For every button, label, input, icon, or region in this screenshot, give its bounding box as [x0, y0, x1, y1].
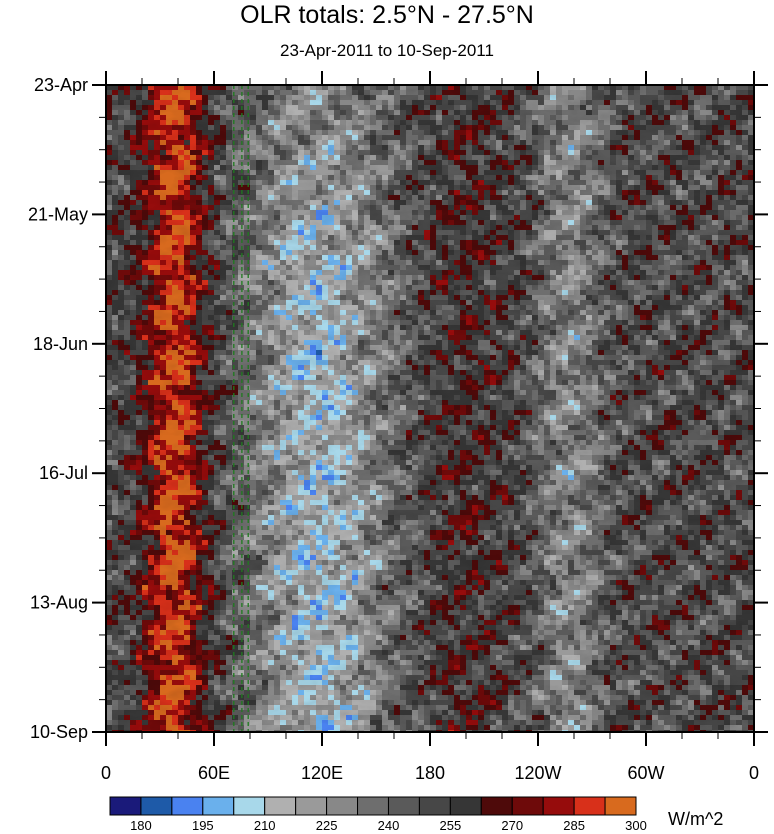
colorbar-swatch-14 — [542, 796, 575, 816]
y-tick-label-1: 21-May — [28, 204, 88, 224]
y-tick-label-5: 10-Sep — [30, 722, 88, 742]
colorbar-label-8: 300 — [625, 818, 647, 833]
colorbar-swatch-1 — [140, 796, 173, 816]
x-tick-label-3: 180 — [415, 763, 445, 783]
colorbar-swatch-5 — [264, 796, 297, 816]
colorbar-swatch-11 — [449, 796, 482, 816]
x-tick-label-2: 120E — [301, 763, 343, 783]
colorbar-swatch-6 — [295, 796, 328, 816]
heatmap-field — [106, 85, 754, 732]
colorbar-label-6: 270 — [501, 818, 523, 833]
colorbar-swatch-4 — [233, 796, 266, 816]
y-tick-label-2: 18-Jun — [33, 334, 88, 354]
x-tick-label-4: 120W — [514, 763, 561, 783]
colorbar-label-4: 240 — [378, 818, 400, 833]
colorbar-swatch-15 — [573, 796, 606, 816]
colorbar-label-3: 225 — [316, 818, 338, 833]
y-tick-label-0: 23-Apr — [34, 75, 88, 95]
plot-axes: 23-Apr 21-May 18-Jun 16-Jul 13-Aug 10-Sep 0 60E… — [28, 71, 768, 783]
reference-lines — [233, 85, 249, 732]
chart-subtitle: 23-Apr-2011 to 10-Sep-2011 — [280, 41, 494, 60]
colorbar-swatch-8 — [357, 796, 389, 816]
x-tick-label-5: 60W — [627, 763, 664, 783]
colorbar-units: W/m^2 — [668, 809, 723, 829]
colorbar-swatch-3 — [202, 796, 235, 816]
colorbar-swatch-12 — [480, 796, 513, 816]
colorbar: 180 195 210 225 240 255 270 285 300 W/m^2 — [109, 796, 723, 833]
colorbar-swatch-10 — [418, 796, 451, 816]
colorbar-swatch-13 — [511, 796, 544, 816]
colorbar-label-0: 180 — [130, 818, 152, 833]
colorbar-label-5: 255 — [440, 818, 462, 833]
colorbar-label-2: 210 — [254, 818, 276, 833]
colorbar-swatch-0 — [109, 796, 142, 816]
colorbar-swatch-7 — [326, 796, 359, 816]
colorbar-swatch-16 — [604, 796, 637, 816]
x-tick-label-1: 60E — [198, 763, 230, 783]
x-tick-label-6: 0 — [749, 763, 759, 783]
colorbar-swatch-9 — [387, 796, 420, 816]
colorbar-swatch-2 — [171, 796, 204, 816]
colorbar-label-7: 285 — [563, 818, 585, 833]
y-tick-label-3: 16-Jul — [39, 463, 88, 483]
y-tick-label-4: 13-Aug — [30, 593, 88, 613]
colorbar-label-1: 195 — [192, 818, 214, 833]
chart-title: OLR totals: 2.5°N - 27.5°N — [240, 1, 534, 29]
x-tick-label-0: 0 — [101, 763, 111, 783]
